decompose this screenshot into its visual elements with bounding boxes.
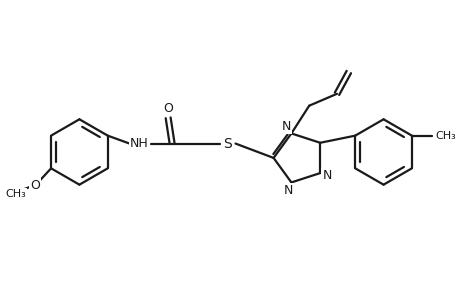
Text: CH₃: CH₃	[434, 130, 455, 141]
Text: NH: NH	[130, 137, 148, 150]
Text: CH₃: CH₃	[5, 189, 26, 199]
Text: N: N	[281, 120, 291, 133]
Text: N: N	[283, 184, 292, 197]
Text: S: S	[223, 136, 231, 151]
Text: O: O	[30, 179, 40, 192]
Text: O: O	[163, 102, 173, 116]
Text: N: N	[322, 169, 331, 182]
